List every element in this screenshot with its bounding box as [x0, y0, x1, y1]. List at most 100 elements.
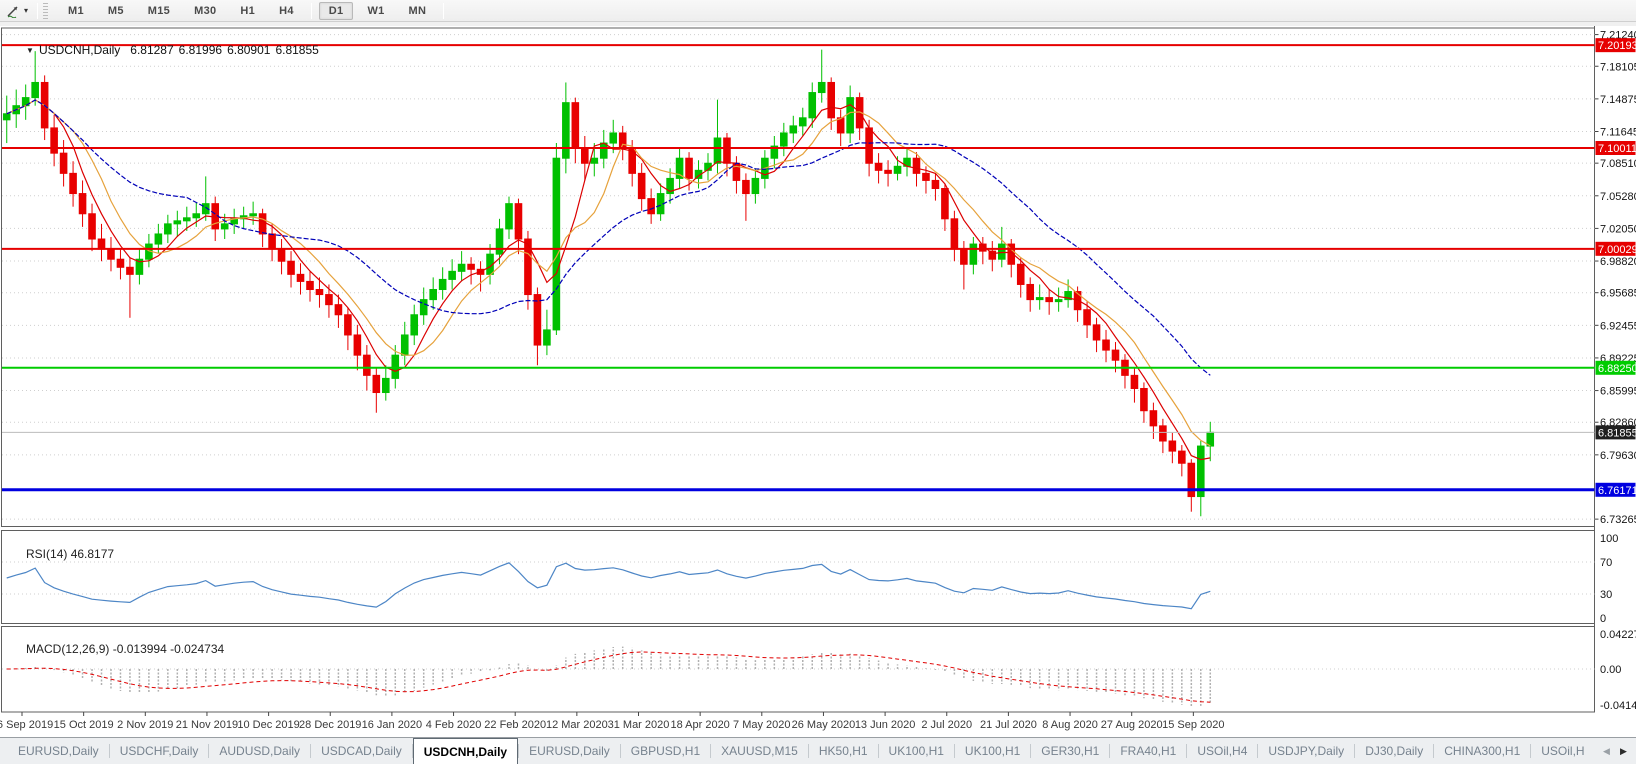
macd-axis-label: -0.04148	[1600, 700, 1636, 712]
candle-down	[1187, 462, 1196, 498]
candle-down	[628, 147, 636, 174]
candle-down	[116, 258, 125, 268]
candle-down	[827, 81, 835, 119]
candle-up	[666, 177, 674, 195]
tab-audusd-daily[interactable]: AUDUSD,Daily	[219, 744, 301, 758]
candle-down	[1149, 410, 1158, 427]
tab-eurusd-daily[interactable]: EURUSD,Daily	[529, 744, 610, 758]
tab-divider	[807, 744, 809, 758]
candle-down	[363, 354, 371, 376]
tab-fra40-h1[interactable]: FRA40,H1	[1120, 744, 1177, 758]
candle-down	[874, 162, 883, 171]
candle-up	[780, 132, 788, 147]
date-axis-label: 2 Jul 2020	[921, 719, 972, 731]
price-axis-label: 6.73265	[1600, 514, 1636, 526]
pointer-tool-dropdown-icon[interactable]: ▾	[24, 6, 29, 15]
candle-up	[419, 299, 428, 316]
tab-divider	[1257, 744, 1259, 758]
tab-hk50-h1[interactable]: HK50,H1	[818, 744, 868, 758]
timeframe-toolbar: ▾ M1 M5 M15 M30 H1 H4 D1 W1 MN	[0, 0, 1636, 22]
toolbar-separator	[310, 2, 312, 19]
tab-ger30-h1[interactable]: GER30,H1	[1041, 744, 1100, 758]
candle-up	[438, 278, 447, 291]
date-axis-label: 26 Sep 2019	[0, 719, 53, 731]
candle-down	[467, 263, 475, 270]
timeframe-m5[interactable]: M5	[107, 4, 124, 17]
tab-scroll-arrows: ◀ ▶	[1598, 737, 1636, 764]
macd-main-value: -0.013994	[112, 642, 167, 656]
candle-down	[353, 334, 362, 356]
tab-scroll-left-icon[interactable]: ◀	[1603, 746, 1610, 756]
date-axis-label: 2 Nov 2019	[117, 719, 173, 731]
timeframe-mn[interactable]: MN	[408, 4, 427, 17]
price-axis-label: 6.85995	[1600, 386, 1636, 398]
candle-up	[997, 243, 1006, 260]
tab-xauusd-m15[interactable]: XAUUSD,M15	[721, 744, 798, 758]
ma-line-medium	[6, 99, 1211, 447]
candle-up	[382, 377, 390, 394]
tab-gbpusd-h1[interactable]: GBPUSD,H1	[630, 744, 701, 758]
tab-dj30-daily[interactable]: DJ30,Daily	[1365, 744, 1424, 758]
candle-up	[675, 157, 684, 179]
toolbar-grip[interactable]	[43, 2, 49, 19]
tab-scroll-right-icon[interactable]: ▶	[1620, 746, 1627, 756]
candle-up	[969, 243, 978, 265]
candle-down	[1140, 387, 1148, 412]
date-axis-label: 16 Jan 2020	[362, 719, 423, 731]
candle-down	[922, 172, 930, 181]
price-axis-label: 6.92455	[1600, 320, 1636, 332]
price-tag-resistance-3	[1595, 241, 1636, 256]
candle-down	[1159, 425, 1167, 442]
candle-down	[296, 273, 305, 282]
candle-down	[912, 157, 921, 174]
tab-eurusd-daily[interactable]: EURUSD,Daily	[18, 744, 99, 758]
timeframe-m1[interactable]: M1	[68, 4, 84, 17]
timeframe-h4[interactable]: H4	[279, 4, 294, 17]
tab-uk100-h1[interactable]: UK100,H1	[888, 744, 944, 758]
candle-down	[941, 188, 949, 220]
ohlc-high: 6.81996	[178, 43, 223, 57]
date-axis-label: 8 Aug 2020	[1042, 719, 1098, 731]
tab-usdcad-daily[interactable]: USDCAD,Daily	[321, 744, 402, 758]
chart-tab-bar: EURUSD,Daily USDCHF,Daily AUDUSD,Daily USDC…	[0, 737, 1636, 764]
tab-usdjpy-daily[interactable]: USDJPY,Daily	[1268, 744, 1345, 758]
tab-usdcnh-daily[interactable]: USDCNH,Daily	[412, 738, 519, 764]
tab-uk100-h1[interactable]: UK100,H1	[964, 744, 1021, 758]
candle-up	[552, 157, 561, 331]
candle-up	[495, 228, 504, 255]
tab-divider	[619, 744, 621, 758]
tab-divider	[1109, 744, 1111, 758]
candle-up	[429, 289, 437, 301]
date-axis-label: 7 May 2020	[733, 719, 790, 731]
pointer-tool-icon[interactable]	[3, 2, 23, 20]
candle-down	[723, 137, 731, 164]
candle-up	[1035, 297, 1044, 301]
candle-down	[533, 294, 542, 346]
timeframe-h1[interactable]: H1	[240, 4, 256, 17]
rsi-axis-label: 0	[1600, 613, 1606, 625]
candle-down	[950, 218, 959, 250]
macd-axis-label: 0.042275	[1600, 629, 1636, 641]
candle-down	[372, 374, 381, 394]
candle-down	[287, 260, 295, 275]
timeframe-w1[interactable]: W1	[367, 4, 385, 17]
tab-usoil-h4[interactable]: USOil,H4	[1197, 744, 1248, 758]
tab-usdchf-daily[interactable]: USDCHF,Daily	[119, 744, 199, 758]
macd-title: MACD(12,26,9)	[26, 642, 110, 656]
candle-up	[182, 217, 191, 222]
tab-china300-h1[interactable]: CHINA300,H1	[1444, 744, 1521, 758]
main-panel-frame	[1, 27, 1595, 527]
tab-usoil-h[interactable]: USOil,H	[1541, 744, 1585, 758]
price-axis-label: 6.79630	[1600, 450, 1636, 462]
tab-divider	[1354, 744, 1356, 758]
tab-divider	[518, 744, 520, 758]
candle-down	[50, 127, 58, 154]
macd-axis-label: 0.00	[1600, 664, 1621, 676]
candle-down	[1111, 349, 1120, 361]
timeframe-m30[interactable]: M30	[194, 4, 217, 17]
timeframe-d1[interactable]: D1	[318, 1, 354, 20]
candle-up	[770, 145, 779, 159]
timeframe-m15[interactable]: M15	[147, 4, 171, 17]
price-tag-support-blue-text: 6.76171	[1598, 485, 1636, 497]
chart-menu-icon[interactable]: ▼	[26, 46, 34, 55]
